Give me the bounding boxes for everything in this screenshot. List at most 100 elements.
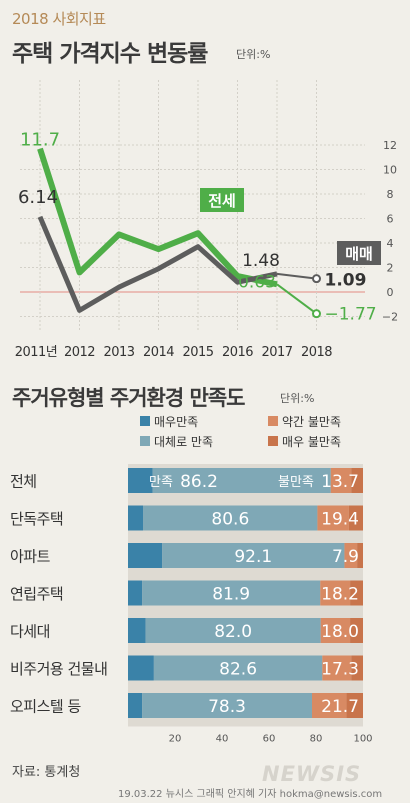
x-tick-label: 2014 — [143, 345, 174, 360]
series-tag-maemae-box — [337, 241, 381, 265]
data-label-jeonse-2018: −1.77 — [325, 305, 377, 325]
series-tag-jeonse-box — [200, 188, 244, 212]
bar-chart-title: 주거유형별 주거환경 만족도 — [12, 386, 245, 410]
data-label-unsatisfied: 18.2 — [321, 585, 359, 605]
legend-swatch — [140, 436, 150, 446]
y-tick-label: 2 — [387, 262, 394, 275]
data-point-jeonse-2018 — [312, 309, 321, 319]
series-line-jeonse — [37, 147, 278, 288]
bar-very-unsatisfied — [346, 693, 363, 718]
y-tick-label: −2 — [382, 311, 398, 324]
legend-label: 매우만족 — [154, 415, 198, 429]
row-category-label: 다세대 — [10, 623, 50, 641]
x-tick-label: 100 — [353, 734, 372, 745]
x-tick-label: 60 — [263, 734, 276, 745]
bar-very-unsatisfied — [351, 468, 363, 493]
series-line-maemae — [37, 215, 278, 313]
x-tick-label: 20 — [169, 734, 182, 745]
x-tick-label: 2017 — [261, 345, 292, 360]
data-label-unsatisfied: 7.9 — [332, 547, 359, 567]
bar-mostly-satisfied — [142, 693, 313, 718]
bar-somewhat-unsatisfied — [312, 693, 347, 718]
bar-somewhat-unsatisfied — [330, 468, 352, 493]
watermark: NEWSIS — [262, 762, 362, 786]
bar-very-unsatisfied — [350, 618, 363, 643]
bar-very-satisfied — [128, 618, 146, 643]
data-label-satisfied: 82.0 — [214, 622, 252, 642]
data-label-jeonse-2017: 0.63 — [238, 272, 276, 292]
bar-somewhat-unsatisfied — [322, 655, 352, 681]
data-label-unsatisfied: 17.3 — [321, 660, 359, 680]
data-label-satisfied: 78.3 — [208, 697, 246, 717]
row-prefix-unsatisfied: 불만족 — [278, 475, 314, 490]
data-label-unsatisfied: 21.7 — [321, 697, 359, 717]
legend-label: 약간 불만족 — [282, 414, 341, 429]
bar-somewhat-unsatisfied — [317, 505, 349, 531]
data-point-maemae-2018 — [312, 274, 321, 284]
x-tick-label: 2018 — [301, 345, 332, 360]
row-category-label: 오피스텔 등 — [10, 698, 81, 716]
data-label-jeonse-2011: 11.7 — [20, 130, 60, 151]
data-label-unsatisfied: 19.4 — [321, 510, 359, 530]
bar-chart-unit: 단위:% — [280, 392, 315, 405]
y-tick-label: 10 — [383, 164, 397, 177]
x-tick-label: 2015 — [182, 345, 213, 360]
bar-mostly-satisfied — [153, 655, 323, 681]
data-label-satisfied: 80.6 — [211, 510, 249, 530]
row-category-label: 연립주택 — [10, 585, 63, 603]
data-label-satisfied: 81.9 — [212, 585, 250, 605]
y-tick-label: 6 — [387, 213, 394, 226]
bar-mostly-satisfied — [143, 505, 318, 531]
legend-swatch — [268, 436, 278, 446]
data-label-satisfied: 86.2 — [180, 472, 218, 492]
bar-very-unsatisfied — [357, 543, 363, 568]
source-note: 자료: 통계청 — [12, 765, 81, 780]
bar-very-unsatisfied — [348, 505, 363, 531]
row-category-label: 비주거용 건물내 — [10, 660, 107, 678]
data-label-satisfied: 92.1 — [234, 547, 272, 567]
x-tick-label: 2011년 — [15, 345, 58, 360]
x-tick-label: 80 — [310, 734, 323, 745]
data-label-maemae-2017: 1.48 — [242, 251, 280, 271]
data-label-unsatisfied: 13.7 — [321, 472, 359, 492]
bar-very-satisfied — [128, 580, 143, 606]
y-tick-label: 8 — [387, 188, 394, 201]
y-tick-label: 0 — [387, 286, 394, 299]
x-tick-label: 40 — [216, 734, 229, 745]
bar-very-satisfied — [128, 468, 153, 493]
bar-mostly-satisfied — [142, 580, 321, 606]
y-tick-label: 12 — [383, 139, 397, 152]
bar-mostly-satisfied — [145, 618, 321, 643]
line-chart-title: 주택 가격지수 변동률 — [12, 41, 208, 67]
bar-mostly-satisfied — [152, 468, 331, 493]
row-category-label: 아파트 — [10, 548, 51, 566]
x-tick-label: 2012 — [64, 345, 95, 360]
x-tick-label: 2013 — [103, 345, 134, 360]
legend-swatch — [140, 416, 150, 426]
data-label-satisfied: 82.6 — [219, 660, 257, 680]
bar-very-unsatisfied — [350, 580, 363, 606]
line-chart: −2 0 2 4 6 8 10 12 2011년 2012 2013 2014 2015 2016 2017… — [15, 80, 398, 360]
bar-somewhat-unsatisfied — [344, 543, 358, 568]
data-label-maemae-2011: 6.14 — [18, 187, 58, 208]
credit-line: 19.03.22 뉴시스 그래픽 안지혜 기자 hokma@newsis.com — [118, 789, 383, 800]
legend-label: 대체로 만족 — [154, 435, 213, 449]
bar-somewhat-unsatisfied — [320, 580, 351, 606]
bar-somewhat-unsatisfied — [320, 618, 351, 643]
bar-very-satisfied — [128, 693, 143, 718]
series-tag-maemae: 매매 — [345, 245, 373, 263]
x-tick-label: 2016 — [222, 345, 253, 360]
series-tag-jeonse: 전세 — [208, 192, 236, 210]
y-tick-label: 4 — [387, 237, 394, 250]
data-label-maemae-2018: 1.09 — [325, 271, 367, 291]
line-chart-unit: 단위:% — [236, 48, 271, 61]
data-label-unsatisfied: 18.0 — [321, 622, 359, 642]
bar-very-satisfied — [128, 655, 154, 681]
series-segment-maemae-2018 — [276, 272, 317, 280]
section-tag: 2018 사회지표 — [12, 10, 106, 28]
bar-very-unsatisfied — [351, 655, 363, 681]
bar-very-satisfied — [128, 543, 163, 568]
bar-mostly-satisfied — [162, 543, 345, 568]
legend-label: 매우 불만족 — [282, 435, 341, 449]
